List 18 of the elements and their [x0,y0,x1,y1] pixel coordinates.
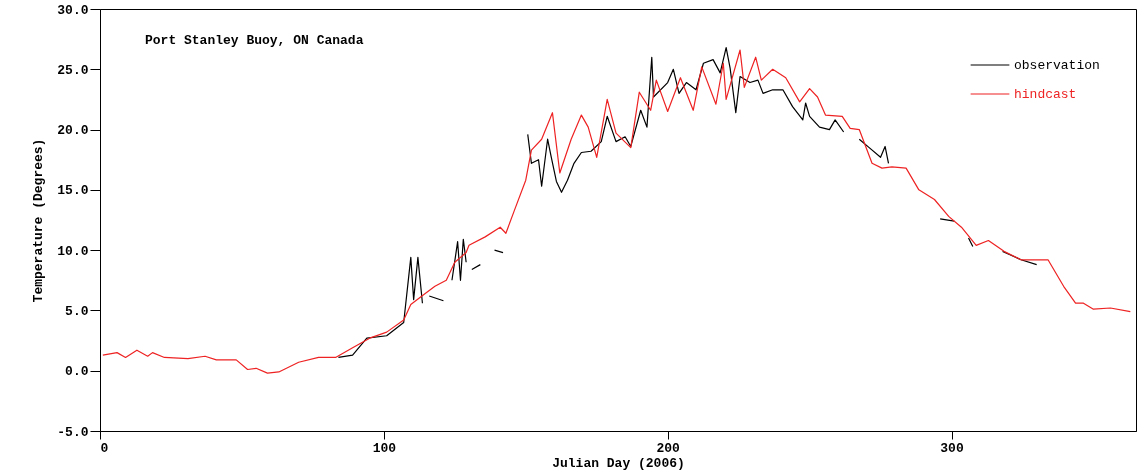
y-tick-label: -5.0 [57,424,89,440]
x-axis-title: Julian Day (2006) [552,455,685,471]
y-tick-label: 5.0 [65,303,89,319]
y-tick-label: 25.0 [57,62,89,78]
text: Port Stanley Buoy, ON Canada [145,33,364,48]
y-tick-label: 30.0 [57,2,89,18]
legend-label: hindcast [1014,87,1077,102]
x-tick-label: 100 [372,440,397,456]
line-series [102,49,1131,374]
y-tick-label: 0.0 [65,364,89,380]
x-tick-label: 0 [100,440,109,456]
legend-label: observation [1014,58,1100,73]
y-tick-label: 15.0 [57,183,89,199]
x-tick-label: 200 [656,440,681,456]
y-axis-title: Temperature (Degrees) [31,138,47,303]
y-tick-label: 20.0 [57,123,89,139]
y-tick-label: 10.0 [57,243,89,259]
x-tick-label: 300 [940,440,964,456]
